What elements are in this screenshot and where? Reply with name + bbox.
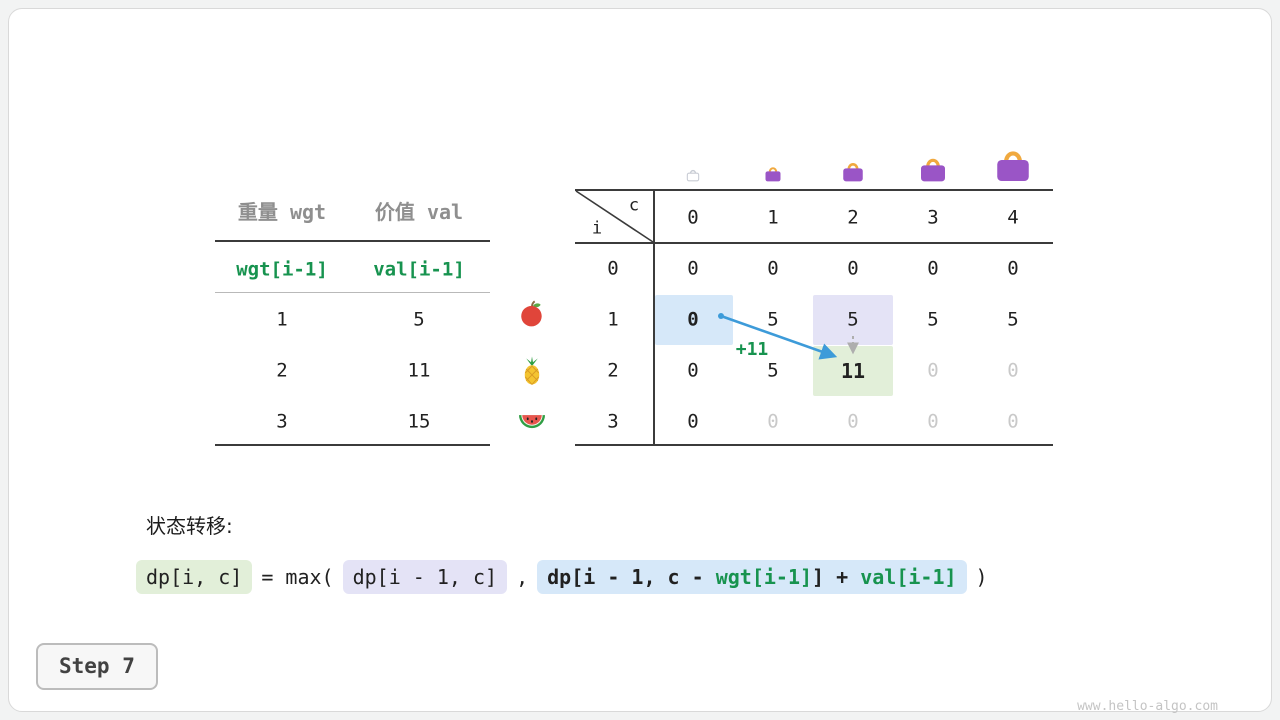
watermelon-icon — [518, 414, 546, 430]
dp-corner-row-label: i — [591, 218, 603, 239]
items-formula-val: val[i-1] — [373, 258, 465, 281]
dp-row-header: 2 — [607, 359, 619, 382]
dp-col-header: 4 — [1007, 206, 1019, 229]
dp-cell: 0 — [847, 257, 859, 280]
bag-small-icon — [763, 164, 783, 182]
divider — [575, 444, 1053, 446]
divider — [575, 189, 1053, 191]
step-badge: Step 7 — [36, 643, 158, 690]
dp-col-header: 2 — [847, 206, 859, 229]
formula-option2-chip: dp[i - 1, c - wgt[i-1]] + val[i-1] — [537, 560, 967, 594]
dp-col-header: 3 — [927, 206, 939, 229]
dp-cell-current: 11 — [840, 359, 866, 383]
formula-option2-prefix: dp[i - 1, c - — [547, 565, 716, 589]
dp-cell: 0 — [1007, 257, 1019, 280]
item-weight: 2 — [276, 359, 288, 382]
watermark: www.hello-algo.com — [1077, 699, 1218, 714]
bag-large-icon — [917, 154, 949, 182]
bag-medium-icon — [840, 159, 866, 182]
formula-option2-wgt: wgt[i-1] — [715, 565, 813, 589]
dp-col-header: 1 — [767, 206, 779, 229]
dp-row-header: 1 — [607, 308, 619, 331]
divider — [575, 242, 1053, 244]
dp-cell: 5 — [847, 308, 859, 331]
highlight-source-cell — [655, 295, 733, 345]
dp-cell: 5 — [1007, 308, 1019, 331]
transition-formula: dp[i, c] = max( dp[i - 1, c] , dp[i - 1,… — [136, 560, 997, 594]
bag-xlarge-icon — [992, 145, 1034, 182]
divider — [215, 292, 490, 293]
dp-cell: 0 — [767, 257, 779, 280]
formula-close-paren: ) — [975, 565, 988, 589]
divider — [215, 444, 490, 446]
dp-cell: 0 — [687, 410, 699, 433]
dp-cell-source: 0 — [687, 308, 699, 331]
formula-operator: = max( — [261, 565, 334, 589]
dp-col-header: 0 — [687, 206, 699, 229]
item-value: 15 — [407, 410, 431, 433]
items-formula-wgt: wgt[i-1] — [236, 258, 328, 281]
divider — [653, 189, 655, 446]
pineapple-icon — [521, 356, 543, 386]
formula-separator: , — [516, 565, 529, 589]
dp-cell: 5 — [927, 308, 939, 331]
dp-cell: 0 — [927, 410, 939, 433]
divider — [215, 240, 490, 242]
items-col-header-value: 价值 val — [374, 200, 464, 224]
arrow-gain-label: +11 — [735, 339, 769, 360]
dp-row-header: 0 — [607, 257, 619, 280]
dp-cell: 0 — [1007, 410, 1019, 433]
dp-cell: 0 — [687, 257, 699, 280]
apple-icon — [519, 300, 545, 328]
item-value: 11 — [407, 359, 431, 382]
dp-cell: 0 — [847, 410, 859, 433]
transition-section-label: 状态转移: — [146, 514, 233, 538]
figure-card — [8, 8, 1272, 712]
formula-option2-val: val[i-1] — [860, 565, 957, 589]
dp-corner-col-label: c — [628, 195, 640, 216]
formula-option2-mid: ] + — [812, 565, 861, 589]
dp-cell: 0 — [927, 257, 939, 280]
formula-result-chip: dp[i, c] — [136, 560, 253, 594]
bag-empty-icon — [685, 167, 701, 182]
dp-cell: 5 — [767, 359, 779, 382]
dp-row-header: 3 — [607, 410, 619, 433]
dp-cell: 0 — [687, 359, 699, 382]
items-col-header-weight: 重量 wgt — [237, 200, 327, 224]
item-value: 5 — [413, 308, 425, 331]
item-weight: 1 — [276, 308, 288, 331]
dp-cell: 0 — [927, 359, 939, 382]
formula-option1-chip: dp[i - 1, c] — [342, 560, 508, 594]
dp-cell: 5 — [767, 308, 779, 331]
item-weight: 3 — [276, 410, 288, 433]
dp-cell: 0 — [767, 410, 779, 433]
dp-cell: 0 — [1007, 359, 1019, 382]
